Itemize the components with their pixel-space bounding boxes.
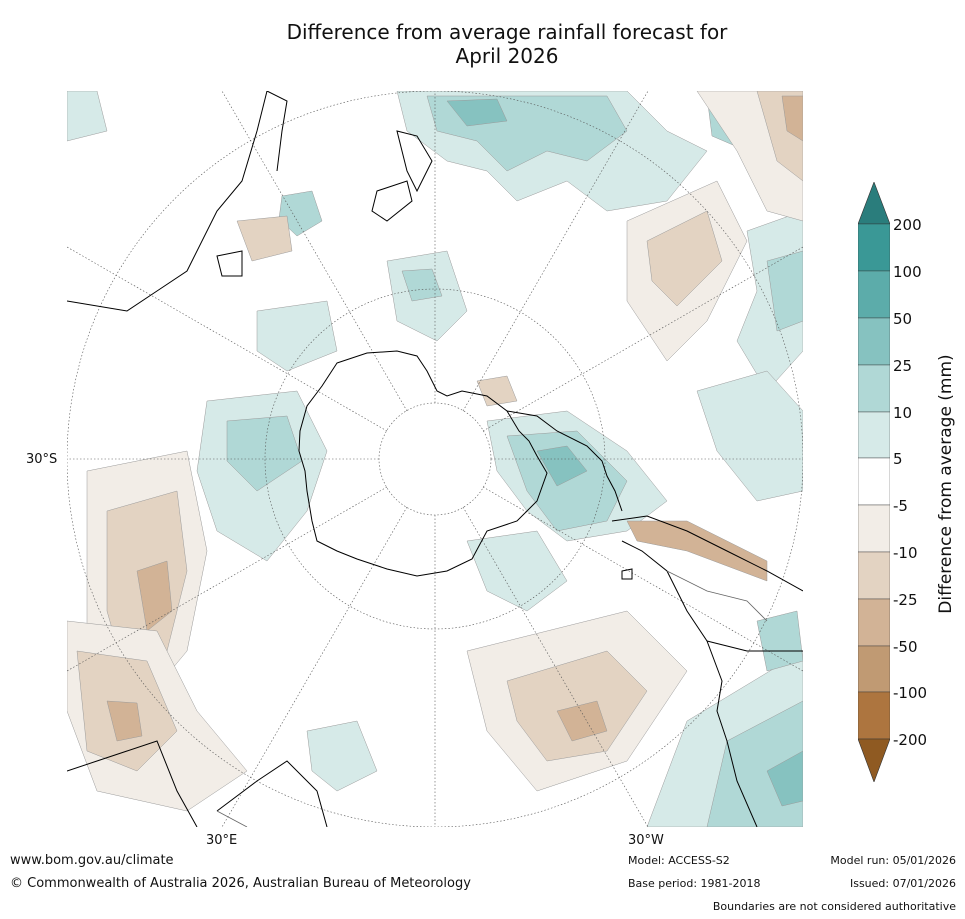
- issued-date: Issued: 07/01/2026: [849, 877, 956, 890]
- colorbar-bin-neutral: [858, 457, 890, 506]
- colorbar-bin-5-10: [858, 411, 890, 459]
- anomaly-patches: [67, 91, 803, 827]
- south-america-east-coast: [706, 640, 803, 652]
- wet-patch-drake-inner: [536, 445, 588, 487]
- colorbar-bin-m50-m100: [858, 645, 890, 693]
- dry-patch-west-inner: [136, 560, 173, 632]
- colorbar-bin-100-200: [858, 223, 890, 272]
- dry-patch-east-core: [646, 210, 723, 307]
- political-boundaries: [216, 570, 768, 827]
- wet-patch-south-atl: [466, 530, 568, 612]
- map-title: Difference from average rainfall forecas…: [0, 20, 965, 68]
- boundaries-note: Boundaries are not considered authoritat…: [712, 900, 956, 913]
- coastlines: [67, 91, 803, 827]
- colorbar-tick-50: 50: [893, 310, 913, 328]
- meridian-30e: [221, 506, 408, 827]
- colorbar-tick-m50: -50: [893, 638, 918, 656]
- colorbar-top-extension: [858, 182, 890, 225]
- colorbar-tick-m100: -100: [893, 684, 928, 702]
- lon-label-30e: 30°E: [206, 833, 238, 848]
- title-line-1: Difference from average rainfall forecas…: [286, 20, 728, 44]
- boundary-line-africa: [216, 810, 248, 827]
- colorbar-bottom-extension: [858, 738, 890, 782]
- website-link[interactable]: www.bom.gov.au/climate: [10, 853, 174, 868]
- australia-coast: [67, 91, 288, 312]
- title-line-2: April 2026: [455, 44, 559, 68]
- copyright-text: © Commonwealth of Australia 2026, Austra…: [10, 876, 471, 891]
- dry-patch-bellingshausen: [476, 375, 518, 407]
- dry-patch-aus: [236, 215, 293, 262]
- wet-patch-indian: [256, 300, 338, 372]
- colorbar-title: Difference from average (mm): [936, 354, 956, 614]
- base-period: Base period: 1981-2018: [628, 877, 761, 890]
- colorbar-bin-25-50: [858, 317, 890, 366]
- wet-patch-north-inner: [446, 98, 508, 127]
- wet-patch-se-inner: [766, 750, 803, 807]
- boundary-line-sa: [666, 570, 768, 622]
- map-svg: [67, 91, 803, 827]
- wet-patch-tasman: [278, 190, 323, 237]
- lat-circle-60s: [264, 288, 606, 630]
- colorbar-bin-m5-m10: [858, 504, 890, 553]
- colorbar-tick-100: 100: [893, 263, 922, 281]
- colorbar-bin-50-100: [858, 270, 890, 319]
- new-zealand-north: [396, 130, 433, 193]
- colorbar-bin-m25-m50: [858, 598, 890, 647]
- africa-coast: [67, 740, 328, 827]
- wet-patch-nw: [67, 91, 108, 142]
- colorbar-tick-m10: -10: [893, 544, 918, 562]
- rainfall-anomaly-map: [67, 91, 803, 827]
- colorbar-bin-10-25: [858, 364, 890, 413]
- colorbar-tick-10: 10: [893, 404, 913, 422]
- colorbar-tick-25: 25: [893, 357, 913, 375]
- meridian-150w: [462, 91, 649, 412]
- lon-label-30w: 30°W: [628, 833, 664, 848]
- colorbar-tick-200: 200: [893, 216, 922, 234]
- wet-patch-sw: [306, 720, 378, 792]
- lat-label-30s: 30°S: [26, 452, 58, 467]
- dry-patch-andes: [626, 520, 768, 582]
- colorbar-bin-m100-m200: [858, 691, 890, 740]
- colorbar-tick-m200: -200: [893, 731, 928, 749]
- model-run-date: Model run: 05/01/2026: [830, 854, 956, 867]
- antarctic-peninsula: [506, 410, 623, 512]
- colorbar-tick-m25: -25: [893, 591, 918, 609]
- antarctica-coast: [298, 350, 548, 577]
- wet-patch-west-core: [226, 415, 303, 492]
- colorbar: [858, 182, 890, 782]
- falkland-islands: [621, 568, 633, 580]
- dry-patch-south-inner: [556, 700, 608, 742]
- wet-patch-east-mid: [696, 370, 803, 502]
- new-zealand-south: [371, 180, 413, 222]
- dry-patch-sw-inner: [106, 700, 143, 742]
- south-america-coast: [611, 515, 803, 827]
- wet-patch-east-core: [766, 250, 803, 332]
- colorbar-tick-m5: -5: [893, 497, 908, 515]
- colorbar-tick-5: 5: [893, 450, 903, 468]
- meridian-30w: [462, 506, 649, 827]
- lat-circle-inner: [378, 402, 492, 516]
- colorbar-bin-m10-m25: [858, 551, 890, 600]
- wet-patch-andes-east: [756, 610, 803, 672]
- tasmania: [216, 250, 243, 277]
- model-name: Model: ACCESS-S2: [628, 854, 730, 867]
- dry-patch-ne-inner: [781, 95, 803, 142]
